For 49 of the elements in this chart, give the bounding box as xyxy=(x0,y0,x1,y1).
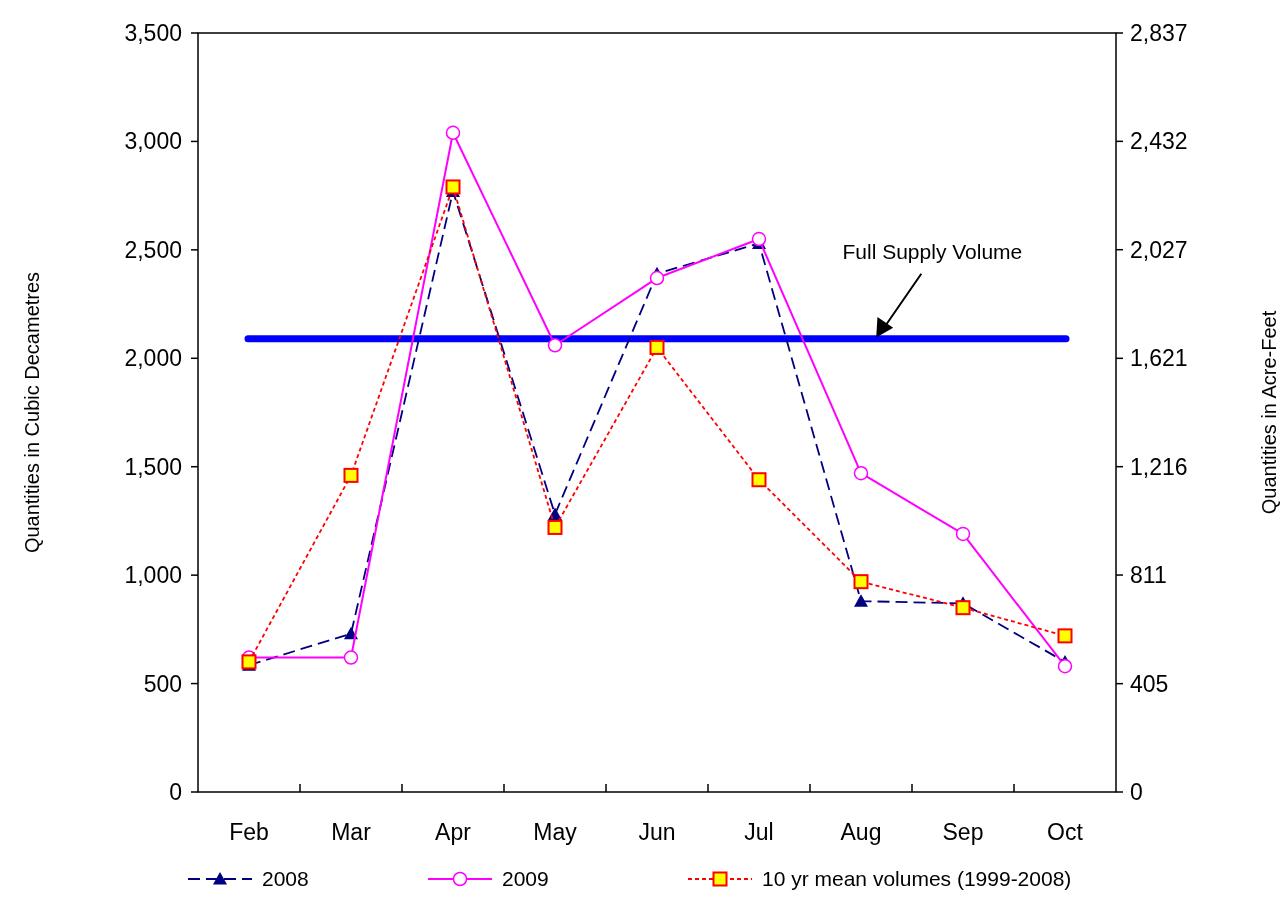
y-tick-label: 500 xyxy=(143,670,182,697)
y2-tick-label: 2,027 xyxy=(1130,236,1188,263)
point xyxy=(241,654,257,670)
point xyxy=(853,465,869,481)
point xyxy=(853,574,869,590)
legend-label: 2009 xyxy=(502,867,549,891)
point xyxy=(1057,628,1073,644)
x-tick-label: Mar xyxy=(331,819,372,845)
y-tick-label: 2,000 xyxy=(124,345,182,372)
y-tick-label: 3,000 xyxy=(124,128,182,155)
x-tick-label: Jun xyxy=(638,819,676,845)
x-tick-label: Apr xyxy=(435,819,472,845)
y2-axis-title: Quantities in Acre-Feet xyxy=(1258,310,1280,515)
x-tick-label: Oct xyxy=(1047,819,1084,845)
point xyxy=(751,231,767,247)
y2-tick-label: 2,432 xyxy=(1130,128,1188,155)
y-tick-label: 2,500 xyxy=(124,236,182,263)
point xyxy=(649,339,665,355)
point xyxy=(445,125,461,140)
y-tick-label: 0 xyxy=(169,779,182,806)
y2-tick-label: 1,621 xyxy=(1130,345,1188,372)
x-tick-label: Jul xyxy=(744,819,774,845)
point xyxy=(547,338,563,353)
point xyxy=(854,594,868,607)
point xyxy=(751,472,767,488)
y-tick-label: 1,500 xyxy=(124,453,182,480)
y2-tick-label: 1,216 xyxy=(1130,453,1188,480)
x-tick-label: May xyxy=(533,819,578,845)
point xyxy=(343,650,359,665)
y-axis-title: Quantities in Cubic Decametres xyxy=(21,271,43,554)
point xyxy=(547,519,563,535)
point xyxy=(955,526,971,542)
y2-tick-label: 2,837 xyxy=(1130,20,1188,47)
y2-tick-label: 405 xyxy=(1130,670,1169,697)
x-tick-label: Feb xyxy=(229,819,269,845)
ref-line-label: Full Supply Volume xyxy=(842,239,1023,263)
point xyxy=(955,600,971,616)
legend-label: 10 yr mean volumes (1999-2008) xyxy=(762,867,1072,891)
point xyxy=(1057,658,1073,674)
x-tick-label: Sep xyxy=(942,819,984,845)
point xyxy=(445,179,461,195)
y2-tick-label: 811 xyxy=(1130,562,1167,589)
x-tick-label: Aug xyxy=(840,819,882,845)
point xyxy=(649,270,665,286)
legend-label: 2008 xyxy=(262,867,309,891)
y-tick-label: 1,000 xyxy=(124,562,182,589)
point xyxy=(343,467,359,483)
y-tick-label: 3,500 xyxy=(124,20,182,47)
y2-tick-label: 0 xyxy=(1130,779,1143,806)
